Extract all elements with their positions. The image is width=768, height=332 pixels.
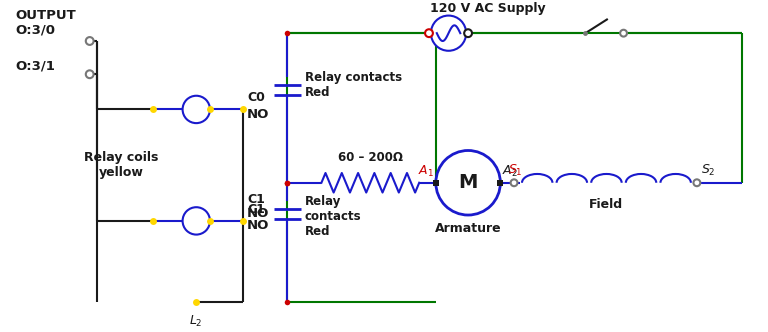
Circle shape — [694, 179, 700, 186]
Text: NO: NO — [247, 207, 270, 219]
Circle shape — [86, 37, 94, 45]
Text: 120 V AC Supply: 120 V AC Supply — [430, 2, 545, 15]
Text: C1: C1 — [247, 193, 265, 206]
Text: $S_2$: $S_2$ — [700, 162, 715, 178]
Text: NO: NO — [247, 108, 270, 121]
Circle shape — [183, 207, 210, 235]
Circle shape — [511, 179, 518, 186]
Text: O:3/0: O:3/0 — [15, 23, 55, 37]
Circle shape — [183, 96, 210, 123]
Text: O:3/1: O:3/1 — [15, 59, 55, 73]
Circle shape — [435, 150, 500, 215]
Text: C1: C1 — [247, 203, 265, 216]
Text: $A_1$: $A_1$ — [418, 163, 434, 179]
Text: Relay contacts
Red: Relay contacts Red — [305, 71, 402, 99]
Text: Armature: Armature — [435, 222, 502, 235]
Circle shape — [425, 29, 433, 37]
Text: Relay coils
yellow: Relay coils yellow — [84, 151, 158, 179]
Text: 60 – 200Ω: 60 – 200Ω — [338, 151, 402, 164]
Circle shape — [464, 29, 472, 37]
Text: $S_1$: $S_1$ — [508, 162, 523, 178]
Text: M: M — [458, 173, 478, 192]
Text: $L_2$: $L_2$ — [190, 314, 203, 329]
Circle shape — [86, 70, 94, 78]
Text: NO: NO — [247, 219, 270, 232]
Circle shape — [431, 16, 466, 51]
Circle shape — [620, 30, 627, 37]
Text: OUTPUT: OUTPUT — [15, 9, 76, 22]
Text: C0: C0 — [247, 91, 265, 104]
Text: $A_2$: $A_2$ — [502, 163, 518, 179]
Text: Relay
contacts
Red: Relay contacts Red — [305, 196, 362, 238]
Text: Field: Field — [589, 198, 624, 211]
